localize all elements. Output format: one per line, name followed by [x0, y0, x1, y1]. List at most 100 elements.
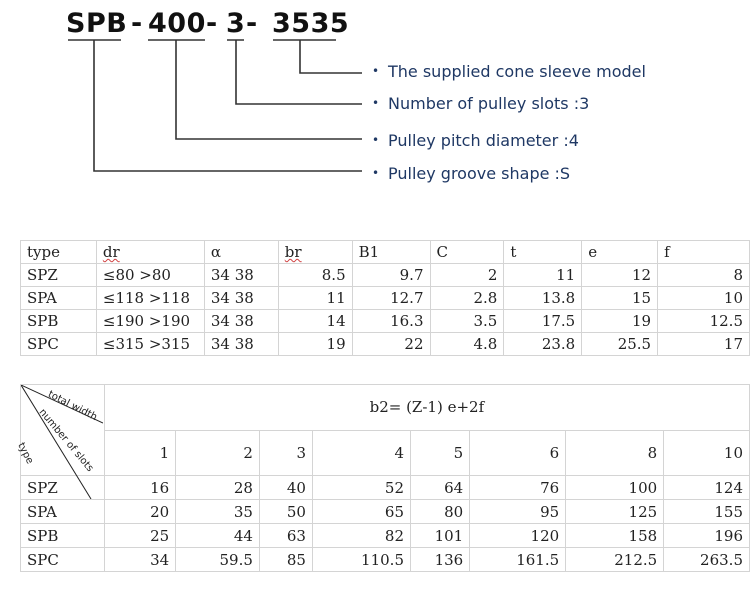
formula-row: total width number of slots type b2= (Z-… [15, 384, 751, 499]
table-cell: 34 [103, 547, 177, 572]
table-cell: 196 [663, 523, 750, 548]
total-width-table: total width number of slots type b2= (Z-… [15, 384, 751, 572]
type-cell: SPZ [20, 475, 105, 500]
legend-pitch-diameter: • Pulley pitch diameter :4 [372, 131, 579, 150]
table-cell: 34 38 [203, 332, 279, 356]
code-pitch-diameter: 400 [148, 8, 206, 39]
slots-header-cell: 6 [469, 429, 567, 476]
table-cell: 8 [657, 263, 750, 287]
table-cell: 34 38 [203, 263, 279, 287]
header-cell: dr [95, 240, 205, 264]
table-cell: 110.5 [311, 547, 412, 572]
table-row: SPA ≤118 >118 34 38 11 12.7 2.8 13.8 15 … [20, 286, 750, 310]
slots-header-cell: 8 [565, 429, 665, 476]
type-cell: SPC [20, 332, 97, 356]
table-row: SPC 34 59.5 85 110.5 136 161.5 212.5 263… [20, 547, 750, 572]
type-cell: SPC [20, 547, 105, 572]
leader-cone-sleeve [299, 40, 362, 74]
table-cell: 3.5 [429, 309, 505, 333]
slots-header-cell: 4 [311, 429, 412, 476]
model-code-diagram: SPB - 400 - 3 - 3535 • The supplied cone … [0, 0, 752, 232]
header-cell: e [581, 240, 659, 264]
table-cell: 34 38 [203, 309, 279, 333]
slots-header-cell: 3 [258, 429, 313, 476]
table-header-row: type dr α br B1 C t e f [20, 240, 750, 264]
table-cell: ≤118 >118 [95, 286, 205, 310]
header-cell: type [20, 240, 97, 264]
table-cell: 13.8 [503, 286, 583, 310]
table-cell: 19 [581, 309, 659, 333]
table-cell: 64 [409, 475, 471, 500]
table-cell: 263.5 [663, 547, 750, 572]
legend-groove-shape: • Pulley groove shape :S [372, 164, 571, 183]
code-slots: 3 [226, 8, 246, 39]
table-cell: 125 [565, 499, 665, 524]
type-cell: SPA [20, 286, 97, 310]
table-cell: 12.5 [657, 309, 750, 333]
table-row: SPZ ≤80 >80 34 38 8.5 9.7 2 11 12 8 [20, 263, 750, 287]
table-cell: 23.8 [503, 332, 583, 356]
table-cell: 34 38 [203, 286, 279, 310]
table-cell: 16.3 [351, 309, 431, 333]
table-cell: 85 [258, 547, 313, 572]
type-cell: SPA [20, 499, 105, 524]
table-cell: 2.8 [429, 286, 505, 310]
header-cell: f [657, 240, 750, 264]
table-cell: ≤315 >315 [95, 332, 205, 356]
leader-groove-shape [93, 40, 362, 172]
code-cone-sleeve: 3535 [272, 8, 350, 39]
type-cell: SPZ [20, 263, 97, 287]
table-cell: 65 [311, 499, 412, 524]
table-cell: 16 [103, 475, 177, 500]
table-cell: 59.5 [175, 547, 260, 572]
table-cell: ≤190 >190 [95, 309, 205, 333]
table-cell: 10 [657, 286, 750, 310]
table-cell: 136 [409, 547, 471, 572]
table-cell: 28 [175, 475, 260, 500]
leader-pitch-diameter [175, 40, 362, 140]
table-row: SPB 25 44 63 82 101 120 158 196 [20, 523, 750, 548]
slots-header-cell: 1 [103, 429, 177, 476]
type-cell: SPB [20, 523, 105, 548]
table-cell: 95 [469, 499, 567, 524]
legend-cone-sleeve-model: • The supplied cone sleeve model [372, 62, 646, 81]
table-cell: 14 [277, 309, 353, 333]
table-cell: 11 [277, 286, 353, 310]
table-cell: 40 [258, 475, 313, 500]
header-cell: α [203, 240, 279, 264]
table-cell: 12.7 [351, 286, 431, 310]
table-cell: 161.5 [469, 547, 567, 572]
diagonal-header-cell: total width number of slots type [15, 384, 105, 499]
code-separator: - [206, 8, 218, 39]
header-cell: br [277, 240, 353, 264]
table-cell: 80 [409, 499, 471, 524]
table-row: SPB ≤190 >190 34 38 14 16.3 3.5 17.5 19 … [20, 309, 750, 333]
table-cell: 2 [429, 263, 505, 287]
slots-header-cell: 10 [663, 429, 750, 476]
table-cell: 155 [663, 499, 750, 524]
table-cell: 52 [311, 475, 412, 500]
groove-dimensions-table: type dr α br B1 C t e f SPZ ≤80 >80 34 3… [20, 240, 750, 356]
table-cell: 8.5 [277, 263, 353, 287]
table-cell: 25.5 [581, 332, 659, 356]
table-cell: 124 [663, 475, 750, 500]
table-cell: 19 [277, 332, 353, 356]
slots-header-cell: 2 [175, 429, 260, 476]
table-cell: 11 [503, 263, 583, 287]
table-cell: 17 [657, 332, 750, 356]
table-cell: 25 [103, 523, 177, 548]
table-row: SPC ≤315 >315 34 38 19 22 4.8 23.8 25.5 … [20, 332, 750, 356]
table-cell: 158 [565, 523, 665, 548]
legend-pulley-slots: • Number of pulley slots :3 [372, 94, 590, 113]
slots-header-cell: 5 [409, 429, 471, 476]
table-cell: 120 [469, 523, 567, 548]
slots-header-row: 1 2 3 4 5 6 8 10 [21, 429, 750, 476]
table-cell: 12 [581, 263, 659, 287]
type-cell: SPB [20, 309, 97, 333]
table-cell: 212.5 [565, 547, 665, 572]
table-row: SPZ 16 28 40 52 64 76 100 124 [20, 475, 750, 500]
table-cell: 17.5 [503, 309, 583, 333]
header-cell: t [503, 240, 583, 264]
total-width-formula: b2= (Z-1) e+2f [103, 384, 751, 431]
code-separator: - [246, 8, 258, 39]
